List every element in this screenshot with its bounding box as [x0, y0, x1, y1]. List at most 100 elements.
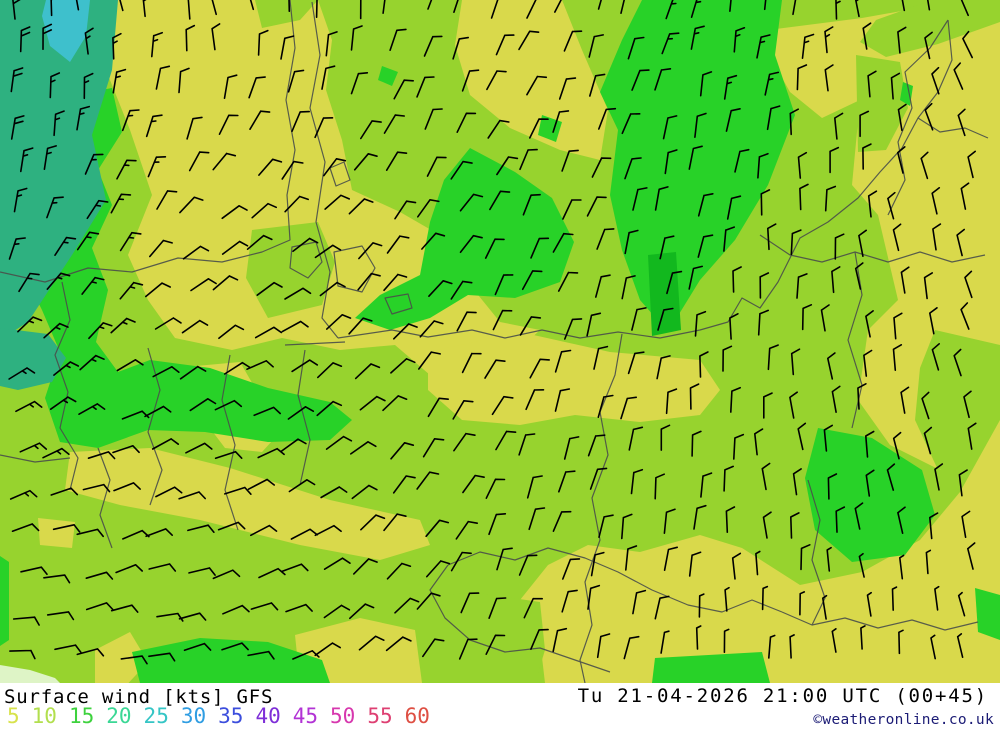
- wind-barb: [529, 118, 549, 139]
- wind-barb: [628, 426, 644, 451]
- wind-barb: [561, 589, 578, 613]
- copyright: ©weatheronline.co.uk: [813, 712, 994, 728]
- wind-barb: [461, 352, 482, 374]
- wind-barb: [519, 148, 538, 171]
- wind-barb: [835, 506, 846, 533]
- wind-barb: [867, 70, 877, 98]
- wind-barb: [179, 365, 207, 380]
- wind-barb: [258, 158, 283, 176]
- wind-barb: [426, 560, 451, 578]
- wind-barb: [820, 304, 830, 332]
- weather-map[interactable]: [0, 0, 1000, 683]
- wind-barb: [382, 395, 408, 412]
- wind-barb: [393, 79, 414, 100]
- wind-barb: [834, 233, 845, 260]
- wind-barb: [631, 307, 647, 331]
- wind-barb: [76, 528, 104, 538]
- wind-barb: [20, 147, 34, 173]
- wind-barb: [189, 398, 217, 412]
- border-line-7: [429, 564, 611, 673]
- wind-barb: [85, 602, 114, 611]
- wind-barb: [223, 361, 251, 375]
- wind-barb: [657, 307, 674, 331]
- wind-barb: [790, 229, 802, 256]
- wind-barb: [182, 245, 210, 260]
- wind-barb: [360, 514, 386, 531]
- wind-barb: [693, 504, 707, 530]
- wind-barb: [42, 23, 53, 50]
- wind-barb: [886, 463, 896, 491]
- wind-barb: [148, 563, 177, 572]
- wind-barb: [110, 604, 139, 613]
- wind-barb: [823, 424, 833, 452]
- wind-barb: [488, 597, 507, 619]
- wind-speed-region-green-baltic-dark-strip: [648, 252, 681, 336]
- border-line-11: [781, 479, 979, 631]
- wind-barb: [148, 652, 176, 662]
- wind-barb: [620, 0, 625, 14]
- wind-barb: [116, 359, 144, 372]
- wind-barb: [288, 479, 316, 493]
- wind-barb: [734, 148, 750, 173]
- wind-barb: [394, 200, 417, 220]
- wind-barb: [319, 281, 346, 297]
- wind-barb: [359, 395, 386, 411]
- wind-barb: [456, 311, 477, 332]
- wind-barb: [623, 635, 640, 660]
- wind-barb: [666, 270, 683, 295]
- wind-barb: [326, 314, 352, 330]
- wind-barb: [281, 320, 309, 333]
- wind-barb: [865, 469, 875, 497]
- wind-barb: [631, 69, 650, 91]
- wind-barb: [456, 112, 477, 133]
- wind-barb: [249, 0, 255, 11]
- wind-barb: [78, 403, 106, 415]
- wind-barb: [12, 616, 40, 626]
- wind-barb: [694, 310, 707, 337]
- wind-barb: [452, 36, 469, 60]
- wind-barb: [761, 585, 769, 611]
- wind-barb: [530, 628, 549, 650]
- wind-barb: [87, 451, 116, 460]
- border-line-1: [309, 1, 339, 339]
- wind-barb: [394, 597, 420, 614]
- wind-barb: [766, 105, 781, 131]
- wind-barb: [563, 436, 580, 460]
- wind-barb: [325, 31, 338, 57]
- wind-speed-region-yellow-southeast: [520, 420, 1000, 683]
- wind-barb: [324, 194, 350, 210]
- wind-barb: [50, 0, 53, 17]
- wind-barb: [558, 470, 576, 493]
- wind-barb: [489, 190, 511, 211]
- wind-barb: [292, 237, 319, 253]
- wind-barb: [967, 422, 977, 450]
- wind-barb: [587, 584, 601, 610]
- wind-barb: [924, 102, 934, 131]
- wind-barb: [350, 72, 369, 95]
- wind-barb: [521, 270, 543, 291]
- wind-barb: [323, 604, 351, 619]
- wind-barb: [421, 232, 446, 250]
- wind-barb: [424, 108, 443, 130]
- wind-barb: [656, 355, 671, 380]
- border-line-3: [289, 161, 413, 315]
- wind-barb: [427, 397, 449, 418]
- wind-barb: [552, 232, 574, 253]
- wind-barb: [425, 519, 450, 538]
- wind-map-canvas[interactable]: [0, 0, 1000, 683]
- wind-barb: [218, 324, 245, 340]
- wind-barb: [187, 524, 215, 533]
- wind-barb: [831, 266, 841, 294]
- wind-barb: [724, 586, 730, 612]
- wind-barb: [353, 558, 378, 575]
- wind-barb: [697, 193, 714, 217]
- wind-barb: [84, 153, 104, 175]
- wind-barb: [953, 348, 962, 377]
- wind-barb: [287, 406, 315, 420]
- wind-barb: [317, 362, 343, 379]
- wind-barb: [624, 157, 642, 180]
- wind-barb: [792, 0, 797, 16]
- wind-barb: [967, 150, 976, 179]
- wind-barb: [349, 603, 375, 620]
- wind-barb: [8, 237, 26, 260]
